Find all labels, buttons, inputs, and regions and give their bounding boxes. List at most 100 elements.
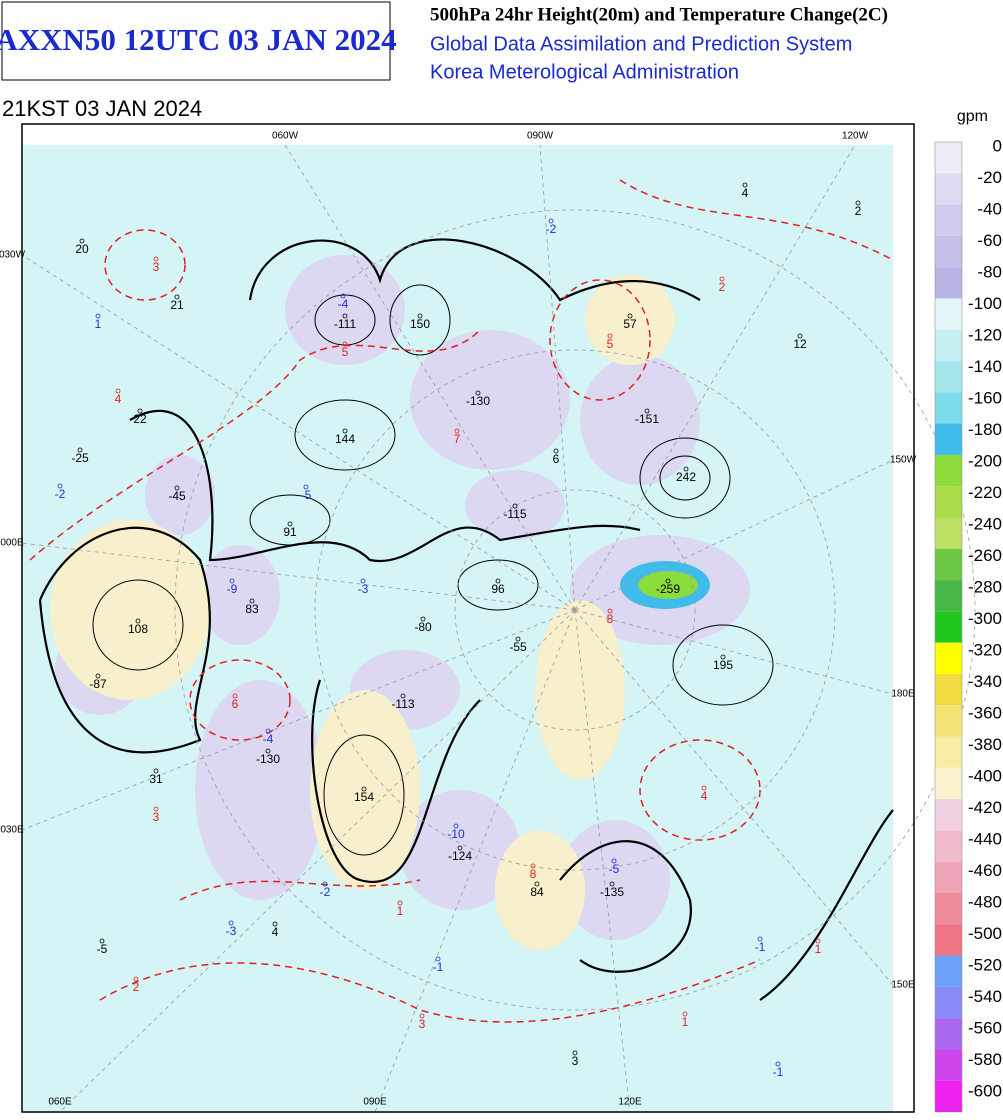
- height-center-label-marker: [153, 768, 159, 774]
- colorbar-cell: [935, 423, 962, 455]
- warm-center-label: 3: [153, 810, 160, 824]
- height-center-label-marker: [79, 238, 85, 244]
- colorbar-label: 0: [993, 136, 1002, 155]
- warm-center-label: 4: [115, 392, 122, 406]
- height-center-label-marker: [553, 448, 559, 454]
- product-code: AXXN50 12UTC 03 JAN 2024: [0, 22, 397, 57]
- grid-label: 060W: [272, 131, 299, 142]
- colorbar-cell: [935, 204, 962, 236]
- warm-center-label: 1: [682, 1015, 689, 1029]
- warm-center-label: 1: [397, 904, 404, 918]
- warm-center-label-marker: [232, 693, 238, 699]
- cold-center-label: -2: [55, 487, 66, 501]
- colorbar-cell: [935, 1080, 962, 1112]
- colorbar-cell: [935, 799, 962, 831]
- height-center-label: -113: [391, 697, 414, 711]
- warm-center-label-marker: [133, 976, 139, 982]
- colorbar-label: -460: [968, 861, 1002, 880]
- height-center-label: -45: [168, 489, 186, 503]
- height-center-label: -151: [635, 412, 659, 426]
- product-title: 500hPa 24hr Height(20m) and Temperature …: [430, 4, 888, 25]
- height-center-label: 242: [676, 470, 696, 484]
- height-center-label-marker: [342, 428, 348, 434]
- colorbar-label: -40: [977, 199, 1002, 218]
- map: [21, 123, 976, 1113]
- height-center-label: -135: [600, 885, 624, 899]
- warm-center-label-marker: [342, 341, 348, 347]
- cold-center-label: -4: [338, 297, 349, 311]
- cold-center-label: -3: [358, 582, 369, 596]
- height-center-label-marker: [99, 938, 105, 944]
- height-center-label: 21: [170, 298, 184, 312]
- height-center-label: 57: [623, 317, 637, 331]
- colorbar-cell: [935, 298, 962, 330]
- colorbar-cell: [935, 924, 962, 956]
- height-center-label-marker: [137, 408, 143, 414]
- cold-center-label-marker: [775, 1061, 781, 1067]
- cold-center-label: -10: [447, 827, 465, 841]
- height-center-label: 83: [245, 602, 259, 616]
- cold-center-label-marker: [57, 483, 63, 489]
- cold-center-label: -1: [433, 960, 444, 974]
- height-center-label-marker: [495, 578, 501, 584]
- grid-label: 000E: [0, 538, 24, 549]
- cold-center-label: -5: [609, 862, 620, 876]
- height-center-label-marker: [361, 786, 367, 792]
- cold-center-label-marker: [360, 578, 366, 584]
- height-center-label: 20: [75, 242, 89, 256]
- warm-center-label: 6: [232, 697, 239, 711]
- height-center-label: 22: [133, 412, 147, 426]
- zero-contours: [38, 238, 894, 1001]
- warm-center-label-marker: [153, 256, 159, 262]
- height-center-label: -5: [97, 942, 108, 956]
- warm-center-label-marker: [815, 938, 821, 944]
- height-center-label-marker: [627, 313, 633, 319]
- warm-center-label: 2: [133, 980, 140, 994]
- graticule: [21, 144, 976, 1113]
- height-center-label-marker: [665, 578, 671, 584]
- height-center-label: 195: [713, 658, 733, 672]
- colorbar-label: -60: [977, 231, 1002, 250]
- cold-center-label-marker: [228, 920, 234, 926]
- height-center-label: -111: [334, 317, 357, 331]
- warm-center-label-marker: [397, 900, 403, 906]
- valid-time: 21KST 03 JAN 2024: [2, 96, 202, 121]
- grid-label: 090W: [527, 131, 554, 142]
- cold-center-label-marker: [229, 578, 235, 584]
- colorbar-cell: [935, 1049, 962, 1081]
- height-contours: [92, 284, 774, 856]
- colorbar-label: -540: [968, 987, 1002, 1006]
- colorbar-cell: [935, 736, 962, 768]
- height-center-label-marker: [342, 313, 348, 319]
- grid-label: 120E: [618, 1097, 642, 1108]
- warm-center-label: 8: [530, 867, 537, 881]
- height-center-label-marker: [742, 182, 748, 188]
- colorbar-cell: [935, 486, 962, 518]
- warm-center-label: 5: [607, 337, 614, 351]
- height-center-label-marker: [135, 618, 141, 624]
- height-center-label: 3: [572, 1054, 579, 1068]
- height-center-label: 108: [128, 622, 148, 636]
- warm-center-label: 5: [342, 345, 349, 359]
- cold-center-label: -9: [227, 582, 238, 596]
- cold-center-label-marker: [435, 956, 441, 962]
- colorbar-cell: [935, 642, 962, 674]
- system-name: Global Data Assimilation and Prediction …: [430, 33, 852, 55]
- grid-label: 180E: [891, 689, 915, 700]
- height-center-label-marker: [457, 845, 463, 851]
- warm-center-label: 1: [815, 942, 822, 956]
- height-center-label: -80: [414, 620, 432, 634]
- height-center-label-marker: [417, 313, 423, 319]
- colorbar-unit: gpm: [957, 108, 988, 125]
- warm-center-label: 3: [153, 260, 160, 274]
- colorbar-label: -580: [968, 1050, 1002, 1069]
- height-center-label-marker: [272, 921, 278, 927]
- colorbar-cell: [935, 705, 962, 737]
- height-center-label: 144: [335, 432, 355, 446]
- height-center-label: 91: [283, 525, 297, 539]
- colorbar-label: -120: [968, 325, 1002, 344]
- cold-center-label-marker: [611, 858, 617, 864]
- colorbar-label: -440: [968, 829, 1002, 848]
- height-center-label: -25: [71, 451, 89, 465]
